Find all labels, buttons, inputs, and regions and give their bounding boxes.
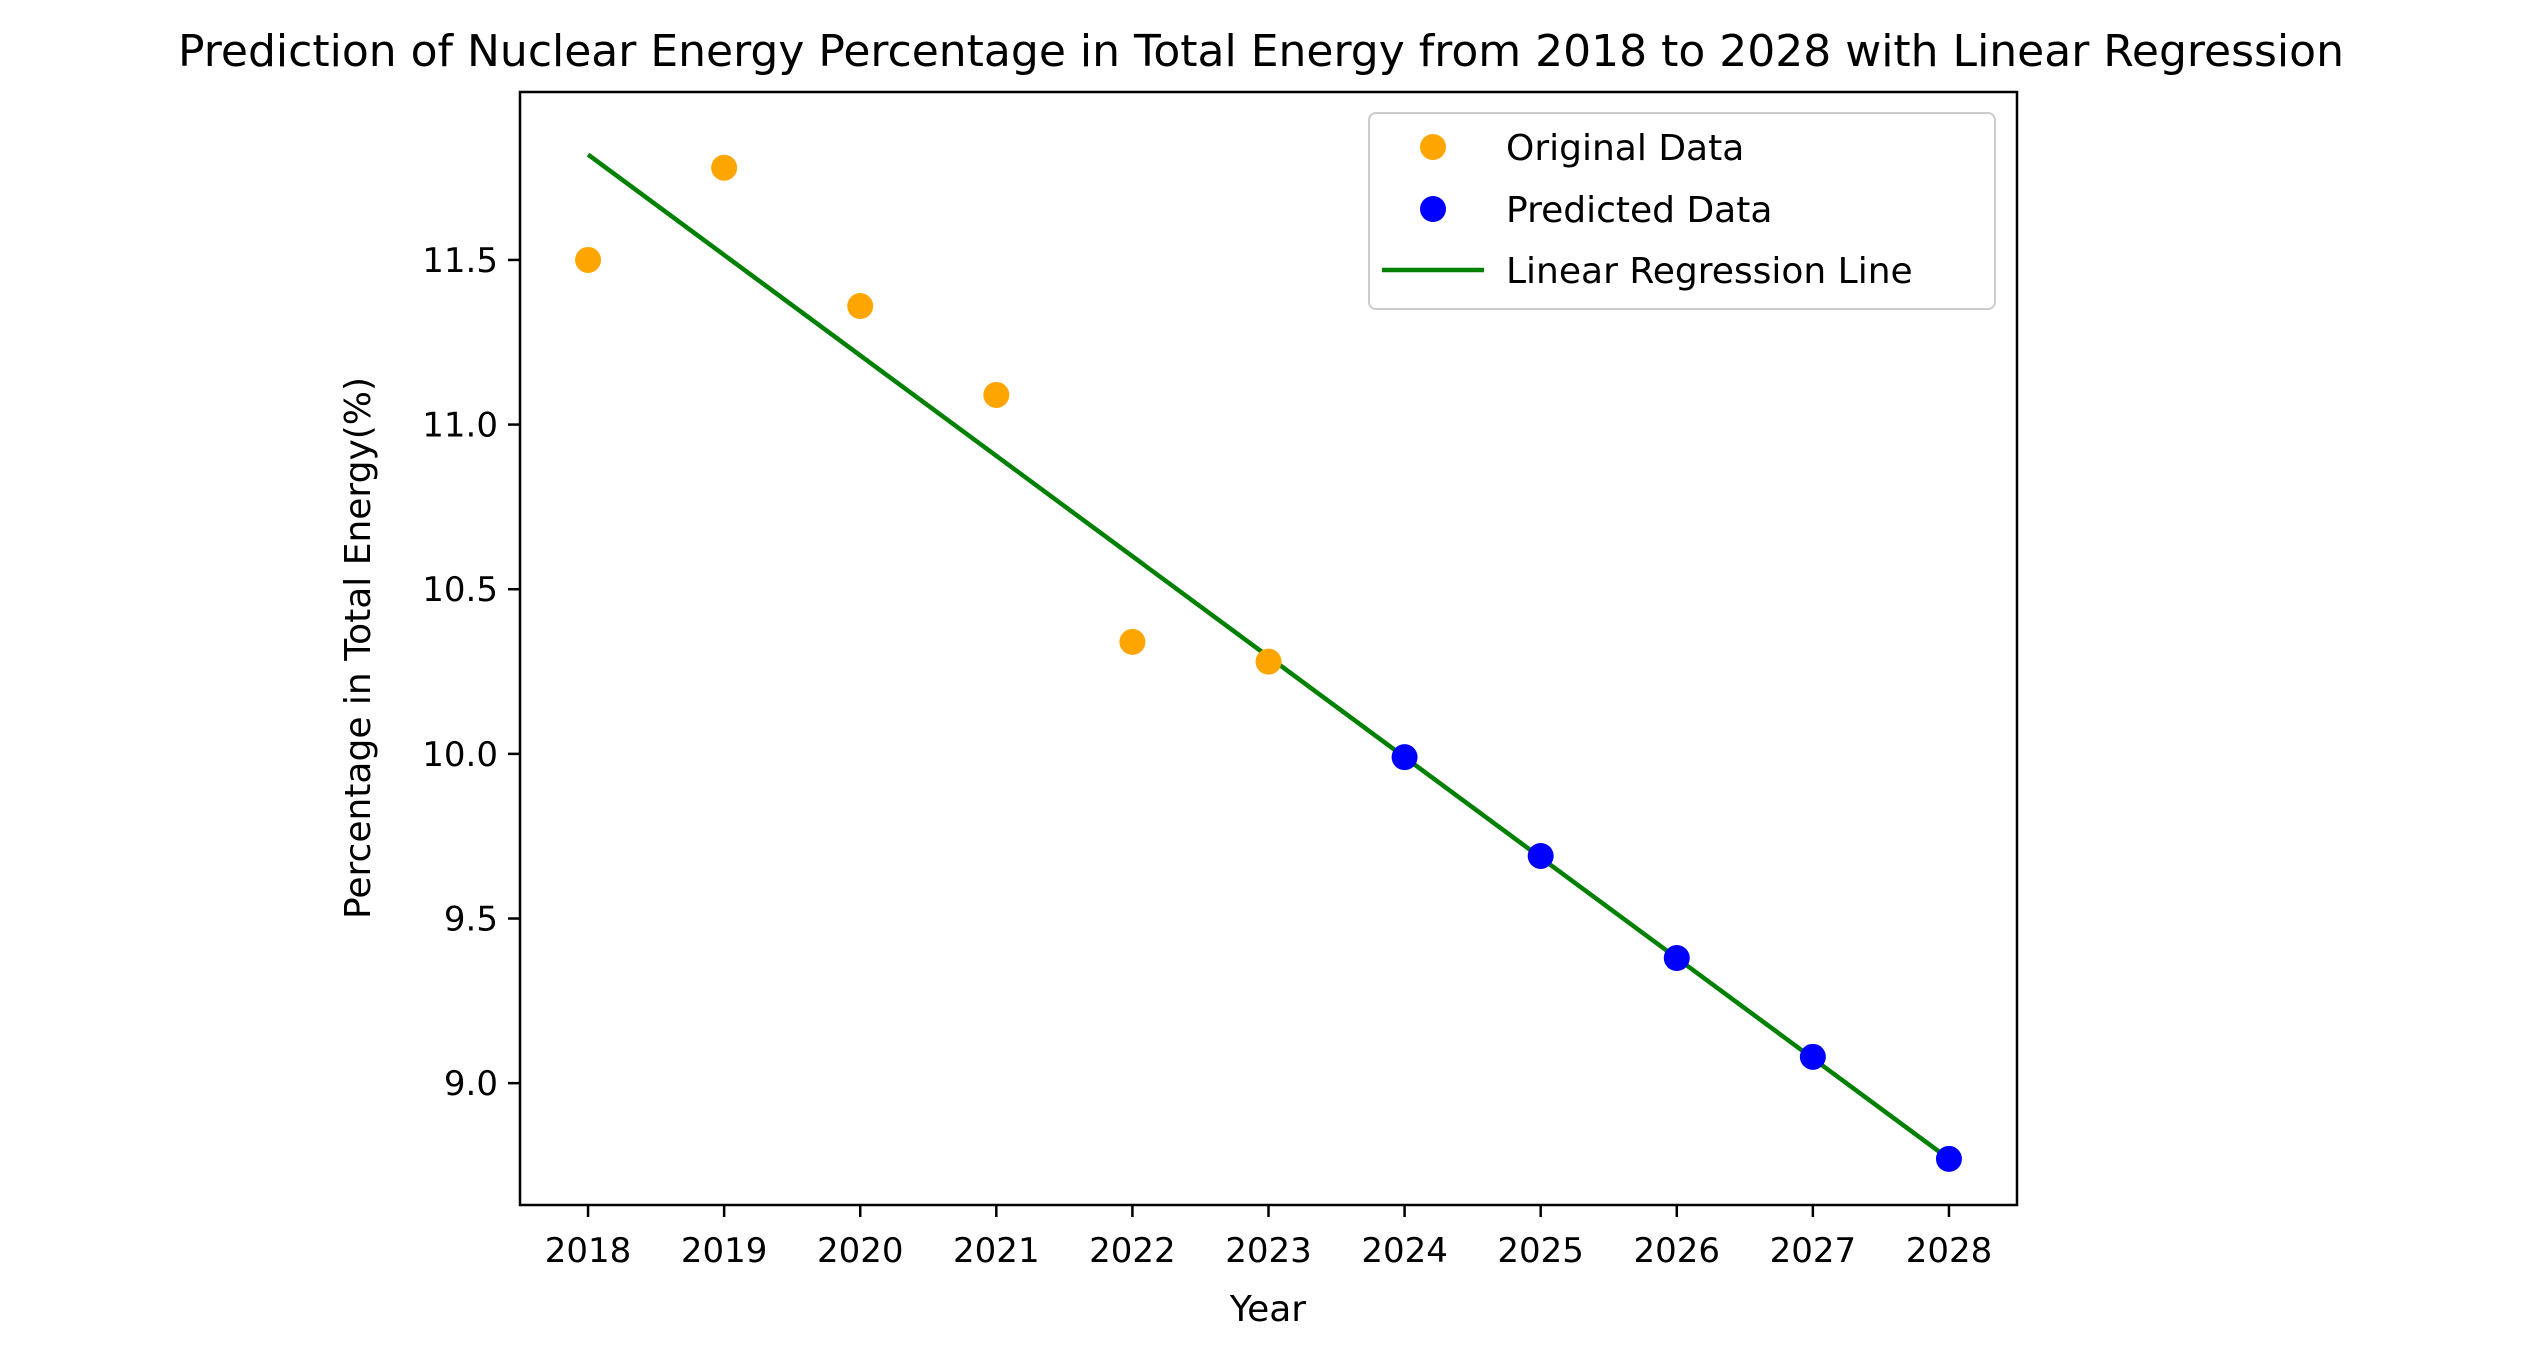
original-data-point xyxy=(711,154,738,181)
original-data-point xyxy=(575,246,602,273)
original-data-point xyxy=(1255,648,1282,675)
original-data-point xyxy=(1119,628,1146,655)
legend-marker xyxy=(1420,134,1446,160)
chart-title: Prediction of Nuclear Energy Percentage … xyxy=(178,26,2344,77)
y-tick-label: 11.5 xyxy=(422,241,498,281)
predicted-data-point xyxy=(1935,1145,1962,1172)
y-tick-label: 9.5 xyxy=(444,900,498,940)
predicted-data-point xyxy=(1391,744,1418,771)
x-tick-label: 2022 xyxy=(1089,1231,1176,1271)
series-layer xyxy=(575,152,1962,1172)
predicted-data-point xyxy=(1527,842,1554,869)
y-axis: 9.0 9.5 10.0 10.5 11.0 11.5 xyxy=(422,241,520,1104)
predicted-data-point xyxy=(1799,1043,1826,1070)
x-axis: 2018 2019 2020 2021 2022 2023 2024 2025 2026 2027… xyxy=(545,1205,1992,1271)
legend-label: Linear Regression Line xyxy=(1506,251,1913,292)
x-tick-label: 2023 xyxy=(1225,1231,1312,1271)
legend: Original Data Predicted Data Linear Regres… xyxy=(1368,112,1996,310)
axes-frame xyxy=(518,90,2019,1207)
x-tick-label: 2028 xyxy=(1906,1231,1993,1271)
y-tick-label: 10.5 xyxy=(422,570,498,610)
x-tick-label: 2024 xyxy=(1361,1231,1448,1271)
y-tick-label: 11.0 xyxy=(422,406,498,446)
y-axis-label: Percentage in Total Energy(%) xyxy=(338,377,379,919)
y-tick-label: 9.0 xyxy=(444,1064,498,1104)
x-axis-label: Year xyxy=(1229,1289,1306,1330)
x-tick-label: 2020 xyxy=(817,1231,904,1271)
x-tick-label: 2021 xyxy=(953,1231,1040,1271)
x-tick-label: 2027 xyxy=(1770,1231,1857,1271)
y-tick-label: 10.0 xyxy=(422,735,498,775)
x-tick-label: 2026 xyxy=(1634,1231,1721,1271)
x-tick-label: 2019 xyxy=(681,1231,768,1271)
legend-label: Original Data xyxy=(1506,128,1744,169)
original-data-point xyxy=(847,293,874,320)
legend-label: Predicted Data xyxy=(1506,190,1772,231)
x-tick-label: 2025 xyxy=(1497,1231,1584,1271)
x-tick-label: 2018 xyxy=(545,1231,632,1271)
predicted-data-point xyxy=(1663,945,1690,972)
legend-box xyxy=(1368,112,1996,310)
legend-marker xyxy=(1420,196,1446,222)
original-data-point xyxy=(983,381,1010,408)
legend-items: Original Data Predicted Data Linear Regres… xyxy=(1382,128,1913,292)
